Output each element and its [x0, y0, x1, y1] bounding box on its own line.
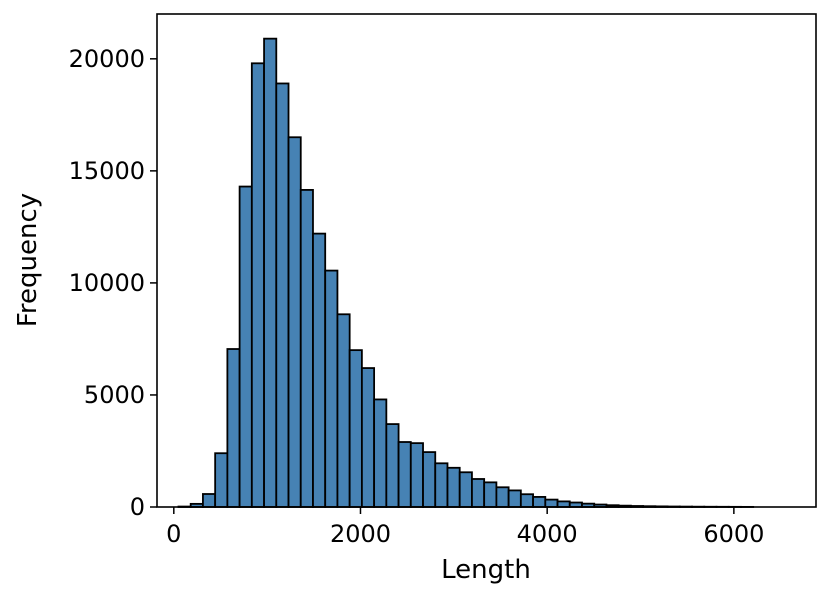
axis-ticks: 0 2000 4000 6000 0 5000 10000 15000 20000	[69, 45, 765, 548]
histogram-bar	[250, 62, 265, 508]
histogram-bar	[434, 462, 449, 508]
histogram-bar	[312, 232, 327, 508]
histogram-bar	[495, 486, 510, 508]
histogram-bar	[348, 349, 363, 508]
histogram-bar	[287, 136, 302, 508]
histogram-bar	[324, 269, 339, 508]
histogram-bar	[238, 185, 253, 508]
x-tick-label: 0	[166, 520, 181, 548]
histogram-bar	[397, 441, 412, 508]
histogram-bar	[226, 348, 241, 508]
histogram-bar	[373, 398, 388, 508]
y-tick-label: 20000	[69, 45, 145, 73]
x-tick-label: 6000	[703, 520, 764, 548]
histogram-bar	[507, 489, 522, 508]
y-tick-label: 10000	[69, 269, 145, 297]
y-axis-label: Frequency	[13, 193, 43, 327]
histogram-bar	[360, 367, 376, 508]
histogram-bar	[544, 498, 559, 508]
y-tick-label: 15000	[69, 157, 145, 185]
histogram-bar	[519, 493, 534, 508]
x-axis-label: Length	[441, 555, 531, 585]
x-tick-label: 4000	[517, 520, 578, 548]
y-tick-label: 0	[130, 493, 145, 521]
histogram-bar	[299, 189, 314, 508]
histogram-bar	[458, 471, 473, 508]
histogram-bar	[214, 452, 229, 508]
histogram-bar	[202, 493, 217, 508]
histogram-bar	[409, 442, 424, 508]
histogram-bar	[422, 451, 437, 508]
histogram-bar	[483, 481, 498, 508]
histogram-bar	[471, 478, 486, 508]
histogram-bar	[336, 313, 351, 508]
x-tick-label: 2000	[330, 520, 391, 548]
plot-frame	[156, 13, 817, 508]
histogram-bar	[263, 37, 278, 508]
histogram-bars	[177, 37, 755, 508]
histogram-bar	[275, 82, 290, 508]
histogram-bar	[556, 500, 571, 508]
histogram-bar	[385, 423, 400, 508]
histogram-bar	[446, 466, 461, 508]
histogram-bar	[532, 496, 547, 508]
y-tick-label: 5000	[84, 381, 145, 409]
